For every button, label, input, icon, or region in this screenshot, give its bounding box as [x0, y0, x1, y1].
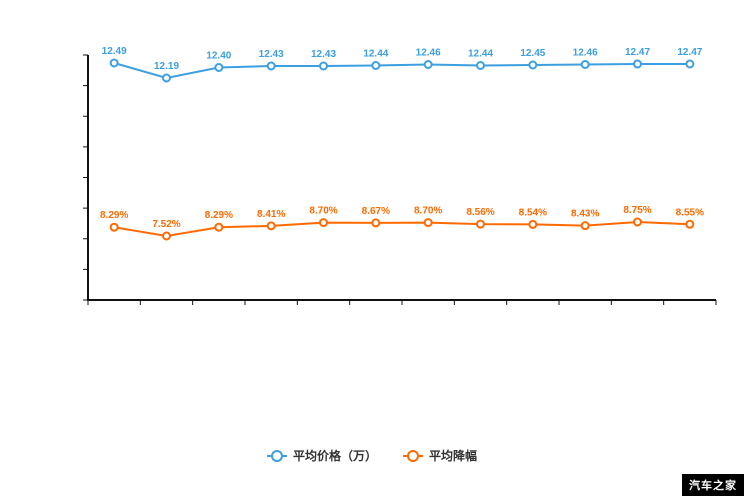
data-point-marker: [109, 58, 119, 68]
data-point-marker: [371, 218, 381, 228]
data-point-label: 12.43: [311, 49, 336, 60]
data-point-marker: [685, 59, 695, 69]
data-point-marker: [423, 218, 433, 228]
data-point-label: 8.29%: [100, 210, 128, 221]
data-point-label: 8.67%: [362, 206, 390, 217]
series-line-1: [114, 220, 690, 238]
legend-item-average-price[interactable]: 平均价格（万）: [266, 447, 377, 464]
data-point-label: 12.46: [416, 48, 441, 59]
data-point-label: 8.43%: [571, 209, 599, 220]
data-point-label: 8.70%: [414, 206, 442, 217]
data-point-label: 12.44: [363, 49, 388, 60]
data-point-label: 12.40: [206, 51, 231, 62]
line-chart-canvas: 12.49 12.19 12.40 12.43 12.43 12.44 12.46 12.44…: [83, 46, 717, 305]
watermark-logo: 汽车之家: [682, 474, 744, 496]
data-point-label: 8.55%: [676, 207, 704, 218]
series-line-0: [113, 62, 690, 80]
data-point-marker: [266, 221, 276, 231]
data-point-label: 12.47: [625, 47, 650, 58]
legend-label-average-discount: 平均降幅: [429, 449, 478, 463]
data-point-label: 8.56%: [466, 207, 494, 218]
data-point-marker: [319, 61, 328, 71]
chart-legend: 平均价格（万） 平均降幅: [0, 447, 744, 464]
data-point-marker: [580, 60, 590, 69]
data-point-marker: [214, 63, 224, 72]
data-point-label: 8.54%: [519, 207, 547, 218]
data-point-label: 8.70%: [309, 206, 337, 217]
data-point-label: 12.43: [259, 49, 284, 60]
data-point-marker: [685, 219, 695, 229]
data-point-marker: [162, 73, 171, 83]
data-point-label: 12.44: [468, 49, 493, 60]
legend-circle-marker: [270, 449, 283, 462]
data-point-label: 12.49: [102, 46, 127, 57]
legend-circle-marker: [407, 449, 419, 462]
data-point-label: 8.75%: [623, 205, 651, 216]
legend-line-circle-icon: [403, 449, 423, 462]
data-point-label: 12.45: [520, 48, 545, 59]
legend-item-average-discount[interactable]: 平均降幅: [403, 447, 477, 464]
data-point-label: 12.47: [677, 47, 702, 58]
data-point-marker: [476, 61, 485, 70]
data-point-label: 12.46: [573, 48, 598, 59]
data-point-marker: [580, 221, 590, 231]
data-point-marker: [633, 59, 642, 69]
data-point-marker: [528, 219, 538, 229]
legend-line-circle-icon: [266, 449, 287, 462]
data-point-label: 7.52%: [152, 219, 180, 230]
data-point-marker: [371, 61, 381, 70]
data-point-marker: [319, 218, 328, 228]
data-point-marker: [109, 222, 119, 232]
legend-label-average-price: 平均价格（万）: [292, 449, 377, 463]
data-point-marker: [476, 219, 485, 229]
data-point-label: 8.29%: [205, 210, 233, 221]
data-point-marker: [214, 222, 224, 232]
data-point-marker: [423, 60, 433, 69]
data-point-label: 8.41%: [257, 209, 285, 220]
data-point-marker: [162, 231, 171, 241]
data-point-marker: [266, 61, 276, 71]
data-point-marker: [528, 60, 538, 70]
data-point-label: 12.19: [154, 61, 179, 72]
data-point-marker: [633, 217, 642, 227]
